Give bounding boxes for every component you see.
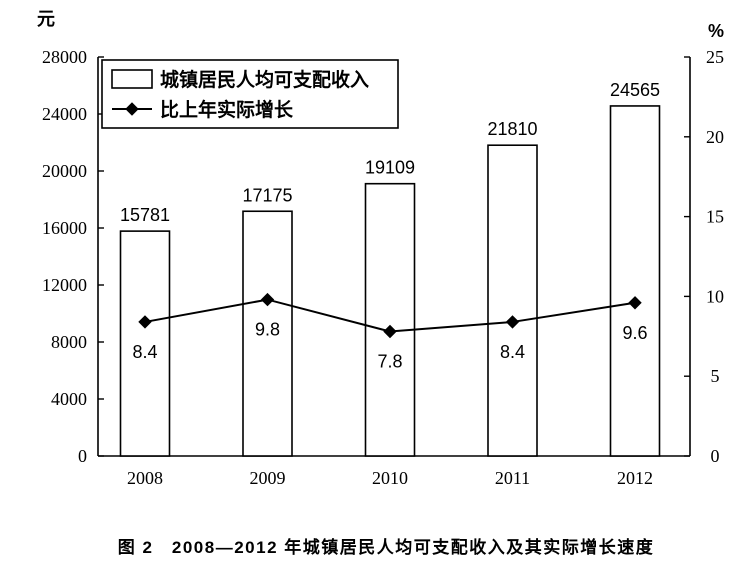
growth-series (138, 292, 642, 339)
bar-series (119, 105, 661, 457)
growth-value-labels: 8.4 9.8 7.8 8.4 9.6 (132, 320, 647, 372)
right-axis-tick-label: 0 (711, 446, 720, 466)
growth-value-label: 8.4 (132, 342, 157, 362)
growth-value-label: 8.4 (500, 342, 525, 362)
growth-point-2011 (505, 315, 520, 329)
bar-value-label: 19109 (365, 158, 415, 178)
legend-bar-label: 城镇居民人均可支配收入 (160, 68, 369, 91)
left-axis-tick-label: 8000 (51, 332, 87, 352)
right-axis-unit: % (708, 21, 724, 41)
left-axis-tick-label: 12000 (42, 275, 87, 295)
growth-point-2010 (383, 324, 397, 339)
legend-bar-swatch (111, 69, 153, 89)
left-axis-tick-label: 28000 (42, 47, 87, 67)
bar-value-label: 17175 (242, 185, 292, 205)
growth-point-2012 (628, 296, 642, 310)
left-axis-tick-label: 24000 (42, 104, 87, 124)
left-axis-tick-label: 0 (78, 446, 87, 466)
legend-diamond-marker (125, 102, 139, 116)
right-axis-tick-label: 5 (711, 366, 720, 386)
left-axis-tick-label: 16000 (42, 218, 87, 238)
growth-value-label: 7.8 (377, 352, 402, 372)
bar-2009 (242, 210, 293, 457)
bar-2011 (487, 144, 538, 457)
right-axis-tick-label: 20 (706, 127, 724, 147)
growth-value-label: 9.6 (622, 323, 647, 343)
x-axis-tick-label: 2008 (127, 468, 163, 488)
bar-value-label: 21810 (487, 119, 537, 139)
bar-value-label: 15781 (120, 205, 170, 225)
x-axis-tick-label: 2011 (495, 468, 530, 488)
left-axis: 0 4000 8000 12000 16000 20000 24000 28000 (42, 47, 104, 466)
right-axis: 0 5 10 15 20 25 (684, 47, 724, 466)
left-axis-unit: 元 (37, 9, 55, 29)
x-axis: 2008 2009 2010 2011 2012 (98, 455, 690, 488)
bar-2012 (609, 105, 661, 457)
right-axis-tick-label: 25 (706, 47, 724, 67)
left-axis-tick-label: 4000 (51, 389, 87, 409)
growth-value-label: 9.8 (255, 320, 280, 340)
bar-value-label: 24565 (610, 80, 660, 100)
x-axis-tick-label: 2010 (372, 468, 408, 488)
right-axis-tick-label: 15 (706, 207, 724, 227)
growth-point-2009 (260, 292, 275, 307)
legend: 城镇居民人均可支配收入 比上年实际增长 (101, 59, 399, 129)
bar-2010 (364, 182, 416, 457)
figure-caption: 图 2 2008—2012 年城镇居民人均可支配收入及其实际增长速度 (118, 537, 655, 557)
legend-line-label: 比上年实际增长 (160, 98, 294, 121)
bar-value-labels: 15781 17175 19109 21810 24565 (120, 80, 660, 225)
x-axis-tick-label: 2009 (250, 468, 286, 488)
x-axis-tick-label: 2012 (617, 468, 653, 488)
bar-2008 (119, 230, 171, 457)
right-axis-tick-label: 10 (706, 286, 724, 306)
growth-point-2008 (138, 315, 152, 329)
left-axis-tick-label: 20000 (42, 161, 87, 181)
